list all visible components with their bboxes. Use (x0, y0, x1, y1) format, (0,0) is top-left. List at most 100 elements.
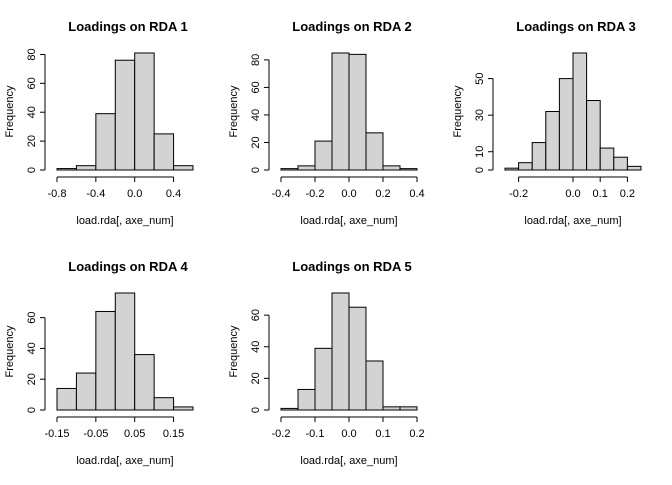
x-tick-label: 0.2 (375, 188, 390, 200)
y-axis-label: Frequency (4, 85, 16, 137)
bar (399, 406, 418, 411)
bar (134, 354, 155, 411)
bar (280, 168, 299, 171)
bar (173, 406, 194, 411)
x-axis-label: load.rda[, axe_num] (300, 455, 397, 467)
y-tick-label: 20 (250, 136, 262, 148)
x-axis-label: load.rda[, axe_num] (76, 215, 173, 227)
bar (613, 156, 628, 171)
bar (599, 147, 615, 171)
x-axis-label: load.rda[, axe_num] (300, 215, 397, 227)
x-tick-label: -0.2 (272, 428, 291, 440)
y-axis-label: Frequency (4, 325, 16, 377)
bar (56, 168, 77, 171)
panel: Loadings on RDA 5 load.rda[, axe_num] Freq… (228, 259, 425, 467)
bar (531, 142, 547, 171)
x-tick-label: 0.4 (166, 188, 181, 200)
panel: Loadings on RDA 1 load.rda[, axe_num] Freq… (4, 19, 194, 227)
y-tick-label: 20 (26, 135, 38, 147)
bar (95, 113, 116, 171)
y-tick-label: 60 (26, 312, 38, 324)
bar (572, 52, 588, 171)
x-tick-label: 0.0 (565, 188, 580, 200)
x-tick-label: 0.1 (593, 188, 608, 200)
bar (545, 111, 560, 171)
bar (114, 59, 136, 171)
x-tick-label: 0.2 (620, 188, 635, 200)
y-tick-label: 60 (250, 309, 262, 321)
x-tick-label: 0.0 (341, 428, 356, 440)
x-tick-label: -0.2 (509, 188, 528, 200)
bar (518, 162, 533, 171)
panel-title: Loadings on RDA 5 (292, 259, 411, 274)
x-tick-label: -0.1 (306, 428, 325, 440)
x-tick-label: 0.0 (341, 188, 356, 200)
bar (348, 306, 367, 411)
bar (114, 292, 136, 411)
bar (134, 52, 155, 171)
x-tick-label: -0.4 (272, 188, 291, 200)
x-tick-label: 0.2 (409, 428, 424, 440)
y-axis-label: Frequency (228, 85, 240, 137)
bar (56, 387, 77, 411)
y-tick-label: 60 (26, 77, 38, 89)
panel: Loadings on RDA 4 load.rda[, axe_num] Freq… (4, 259, 194, 467)
y-tick-label: 60 (250, 81, 262, 93)
x-tick-label: -0.05 (83, 428, 108, 440)
panel-title: Loadings on RDA 3 (516, 19, 635, 34)
y-tick-label: 0 (250, 167, 262, 173)
y-tick-label: 50 (474, 72, 486, 84)
panel-title: Loadings on RDA 4 (68, 259, 188, 274)
bar (399, 168, 418, 171)
y-tick-label: 20 (26, 373, 38, 385)
bar (173, 165, 194, 171)
bar (365, 132, 384, 171)
bar (586, 100, 601, 171)
bar (331, 292, 350, 411)
panel: Loadings on RDA 2 load.rda[, axe_num] Freq… (228, 19, 425, 227)
bar (153, 133, 175, 171)
y-tick-label: 0 (26, 167, 38, 173)
bar (558, 78, 574, 171)
x-tick-label: 0.4 (409, 188, 424, 200)
bar (314, 347, 333, 411)
x-axis-label: load.rda[, axe_num] (76, 455, 173, 467)
bar (153, 397, 175, 411)
bar (297, 165, 316, 171)
y-axis-label: Frequency (228, 325, 240, 377)
y-tick-label: 80 (250, 54, 262, 66)
y-tick-label: 40 (250, 109, 262, 121)
y-tick-label: 40 (250, 341, 262, 353)
panel-title: Loadings on RDA 1 (68, 19, 187, 34)
x-tick-label: -0.8 (48, 188, 67, 200)
bar (331, 52, 350, 171)
y-tick-label: 40 (26, 106, 38, 118)
bar (314, 140, 333, 171)
x-tick-label: 0.0 (127, 188, 142, 200)
x-tick-label: -0.4 (86, 188, 105, 200)
bar (382, 406, 401, 411)
y-tick-label: 40 (26, 342, 38, 354)
bar (382, 165, 401, 171)
bar (504, 167, 520, 171)
panel: Loadings on RDA 3 load.rda[, axe_num] Freq… (452, 19, 642, 227)
y-tick-label: 0 (250, 407, 262, 413)
x-tick-label: 0.1 (375, 428, 390, 440)
bar (626, 165, 642, 171)
y-tick-label: 20 (250, 372, 262, 384)
bar (75, 372, 97, 411)
bar (95, 310, 116, 411)
x-tick-label: -0.15 (44, 428, 69, 440)
bar (297, 388, 316, 411)
y-tick-label: 30 (474, 109, 486, 121)
y-tick-label: 0 (26, 407, 38, 413)
x-tick-label: 0.05 (124, 428, 145, 440)
bar (75, 165, 97, 171)
bar (365, 360, 384, 411)
bar (348, 53, 367, 171)
y-axis-label: Frequency (452, 85, 464, 137)
y-tick-label: 10 (474, 146, 486, 158)
y-tick-label: 0 (474, 167, 486, 173)
x-tick-label: 0.15 (163, 428, 184, 440)
